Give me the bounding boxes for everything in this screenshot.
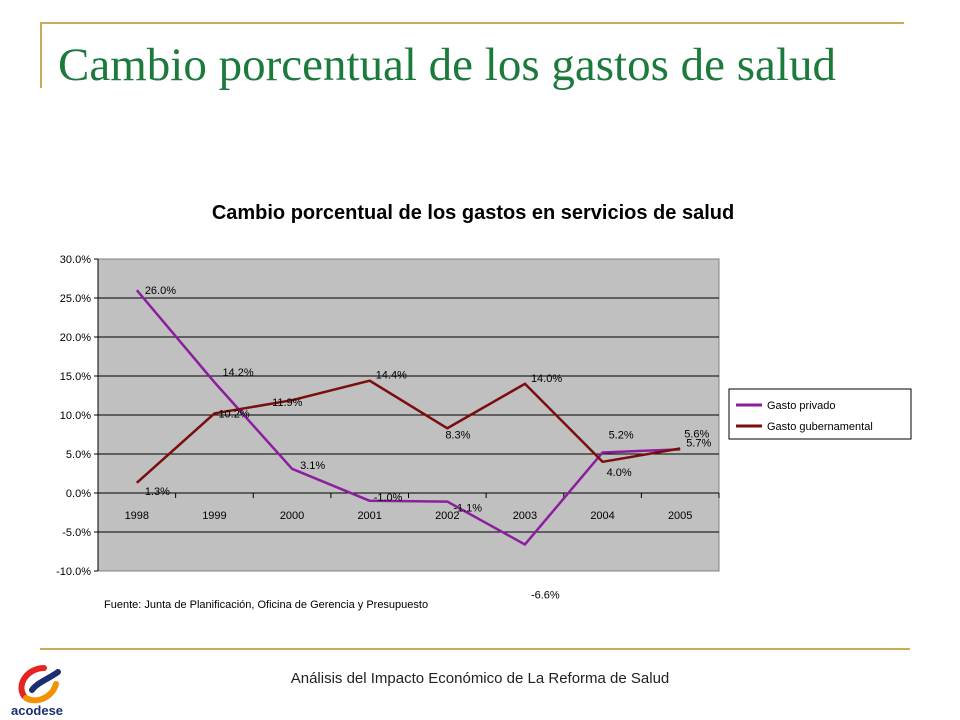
acodese-logo-icon: [18, 665, 61, 704]
x-tick-label: 2000: [280, 510, 304, 522]
x-tick-label: 2004: [590, 510, 614, 522]
y-tick-label: 15.0%: [60, 371, 91, 383]
data-label: 14.2%: [222, 367, 253, 379]
slide-title: Cambio porcentual de los gastos de salud: [58, 39, 836, 91]
data-label: 4.0%: [607, 467, 632, 479]
y-tick-label: 10.0%: [60, 410, 91, 422]
data-labels: 26.0% 14.2% 3.1% -1.0% -1.1% -6.6% 5.2% 5.6% 1.3…: [145, 285, 712, 601]
y-tick-label: 0.0%: [66, 488, 91, 500]
x-tick-label: 2005: [668, 510, 692, 522]
data-label: 5.7%: [686, 438, 711, 450]
top-accent-line: [40, 22, 904, 24]
legend-label: Gasto privado: [767, 400, 835, 412]
data-label: 1.3%: [145, 486, 170, 498]
data-label: -1.1%: [453, 503, 482, 515]
y-tick-label: -10.0%: [56, 566, 91, 578]
y-tick-label: 5.0%: [66, 449, 91, 461]
bottom-accent-line: [40, 648, 910, 650]
source-note: Fuente: Junta de Planificación, Oficina …: [104, 599, 428, 611]
series-line-gasto-gubernamental: [135, 379, 681, 484]
x-tick-label: 2003: [513, 510, 537, 522]
x-axis: 1998 1999 2000 2001 2002 2003 2004 2005: [97, 492, 720, 522]
y-tick-label: 25.0%: [60, 293, 91, 305]
y-tick-label: 20.0%: [60, 332, 91, 344]
data-label: 11.9%: [272, 397, 303, 409]
data-label: 14.0%: [531, 373, 562, 385]
data-label: 5.2%: [609, 429, 634, 441]
data-label: -6.6%: [531, 589, 560, 601]
legend-box: [728, 388, 912, 440]
data-label: -1.0%: [374, 492, 403, 504]
legend-label: Gasto gubernamental: [767, 421, 873, 433]
y-axis: 30.0% 25.0% 20.0% 15.0% 10.0% 5.0% 0.0% -5.0% -1…: [56, 254, 99, 578]
y-tick-label: 30.0%: [60, 254, 91, 266]
data-label: 5.6%: [684, 428, 709, 440]
logo-wordmark: acodese: [11, 703, 64, 718]
data-label: 3.1%: [300, 460, 325, 472]
chart-title: Cambio porcentual de los gastos en servi…: [212, 202, 734, 224]
x-tick-label: 1998: [125, 510, 149, 522]
x-tick-label: 2001: [357, 510, 381, 522]
x-tick-label: 1999: [202, 510, 226, 522]
y-tick-label: -5.0%: [62, 527, 91, 539]
data-label: 26.0%: [145, 285, 176, 297]
data-label: 10.2%: [218, 408, 249, 420]
x-tick-label: 2002: [435, 510, 459, 522]
data-label: 8.3%: [445, 429, 470, 441]
top-left-accent-vertical: [40, 22, 42, 88]
data-label: 14.4%: [376, 370, 407, 382]
series-group: [135, 289, 681, 546]
series-line-gasto-privado: [135, 289, 681, 546]
slide-footer: Análisis del Impacto Económico de La Ref…: [290, 670, 670, 687]
legend: Gasto privado Gasto gubernamental: [728, 388, 912, 440]
